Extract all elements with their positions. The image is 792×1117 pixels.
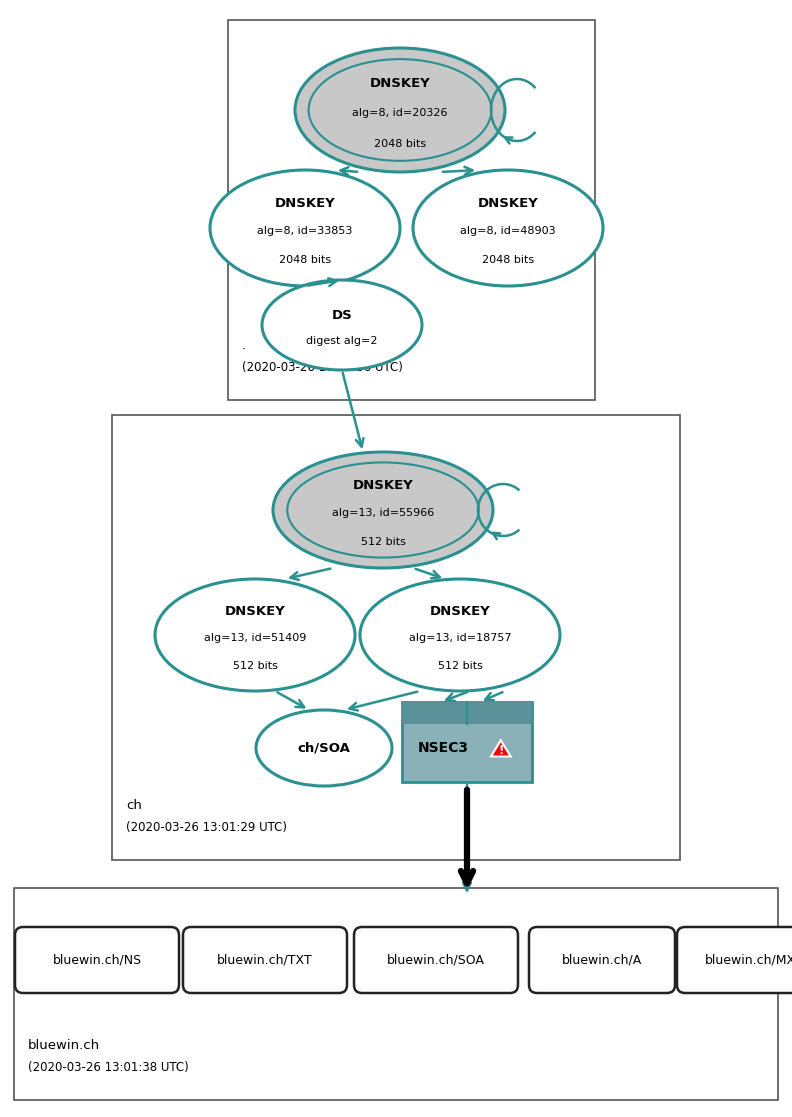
Text: NSEC3: NSEC3 [418,742,469,755]
FancyBboxPatch shape [228,20,595,400]
Text: 2048 bits: 2048 bits [374,140,426,149]
Ellipse shape [262,280,422,370]
Text: DNSKEY: DNSKEY [478,197,539,210]
Text: alg=8, id=33853: alg=8, id=33853 [257,226,352,236]
Text: alg=8, id=48903: alg=8, id=48903 [460,226,556,236]
Ellipse shape [210,170,400,286]
Text: bluewin.ch/TXT: bluewin.ch/TXT [217,954,313,966]
FancyBboxPatch shape [14,888,778,1100]
Text: bluewin.ch: bluewin.ch [28,1039,100,1052]
FancyBboxPatch shape [112,416,680,860]
Text: .: . [242,338,246,352]
Text: ch/SOA: ch/SOA [298,742,350,754]
Text: alg=13, id=55966: alg=13, id=55966 [332,508,434,518]
Ellipse shape [256,710,392,786]
Text: 512 bits: 512 bits [233,661,277,671]
FancyBboxPatch shape [529,927,675,993]
Text: bluewin.ch/MX: bluewin.ch/MX [704,954,792,966]
FancyBboxPatch shape [677,927,792,993]
Text: bluewin.ch/NS: bluewin.ch/NS [52,954,142,966]
Text: (2020-03-26 13:01:29 UTC): (2020-03-26 13:01:29 UTC) [126,821,287,834]
Text: 2048 bits: 2048 bits [279,255,331,265]
Text: bluewin.ch/SOA: bluewin.ch/SOA [387,954,485,966]
Ellipse shape [155,579,355,691]
Text: DNSKEY: DNSKEY [370,77,430,90]
Text: ch: ch [126,799,142,812]
Text: (2020-03-26 13:01:38 UTC): (2020-03-26 13:01:38 UTC) [28,1061,188,1075]
Text: bluewin.ch/A: bluewin.ch/A [562,954,642,966]
FancyBboxPatch shape [402,701,532,782]
Polygon shape [491,741,511,756]
Text: alg=13, id=18757: alg=13, id=18757 [409,633,512,642]
FancyBboxPatch shape [15,927,179,993]
Text: alg=8, id=20326: alg=8, id=20326 [352,108,447,118]
Text: 512 bits: 512 bits [437,661,482,671]
Text: DNSKEY: DNSKEY [225,605,285,618]
Text: digest alg=2: digest alg=2 [307,336,378,346]
Text: DNSKEY: DNSKEY [275,197,335,210]
Text: 2048 bits: 2048 bits [482,255,534,265]
Ellipse shape [360,579,560,691]
Text: DNSKEY: DNSKEY [352,479,413,493]
FancyBboxPatch shape [402,701,532,725]
Text: !: ! [498,744,504,757]
Ellipse shape [413,170,603,286]
Text: DS: DS [332,308,352,322]
Text: (2020-03-26 10:34:36 UTC): (2020-03-26 10:34:36 UTC) [242,361,403,374]
Ellipse shape [295,48,505,172]
Text: DNSKEY: DNSKEY [429,605,490,618]
Ellipse shape [273,452,493,569]
Text: alg=13, id=51409: alg=13, id=51409 [204,633,307,642]
Text: 512 bits: 512 bits [360,537,406,547]
FancyBboxPatch shape [183,927,347,993]
FancyBboxPatch shape [354,927,518,993]
